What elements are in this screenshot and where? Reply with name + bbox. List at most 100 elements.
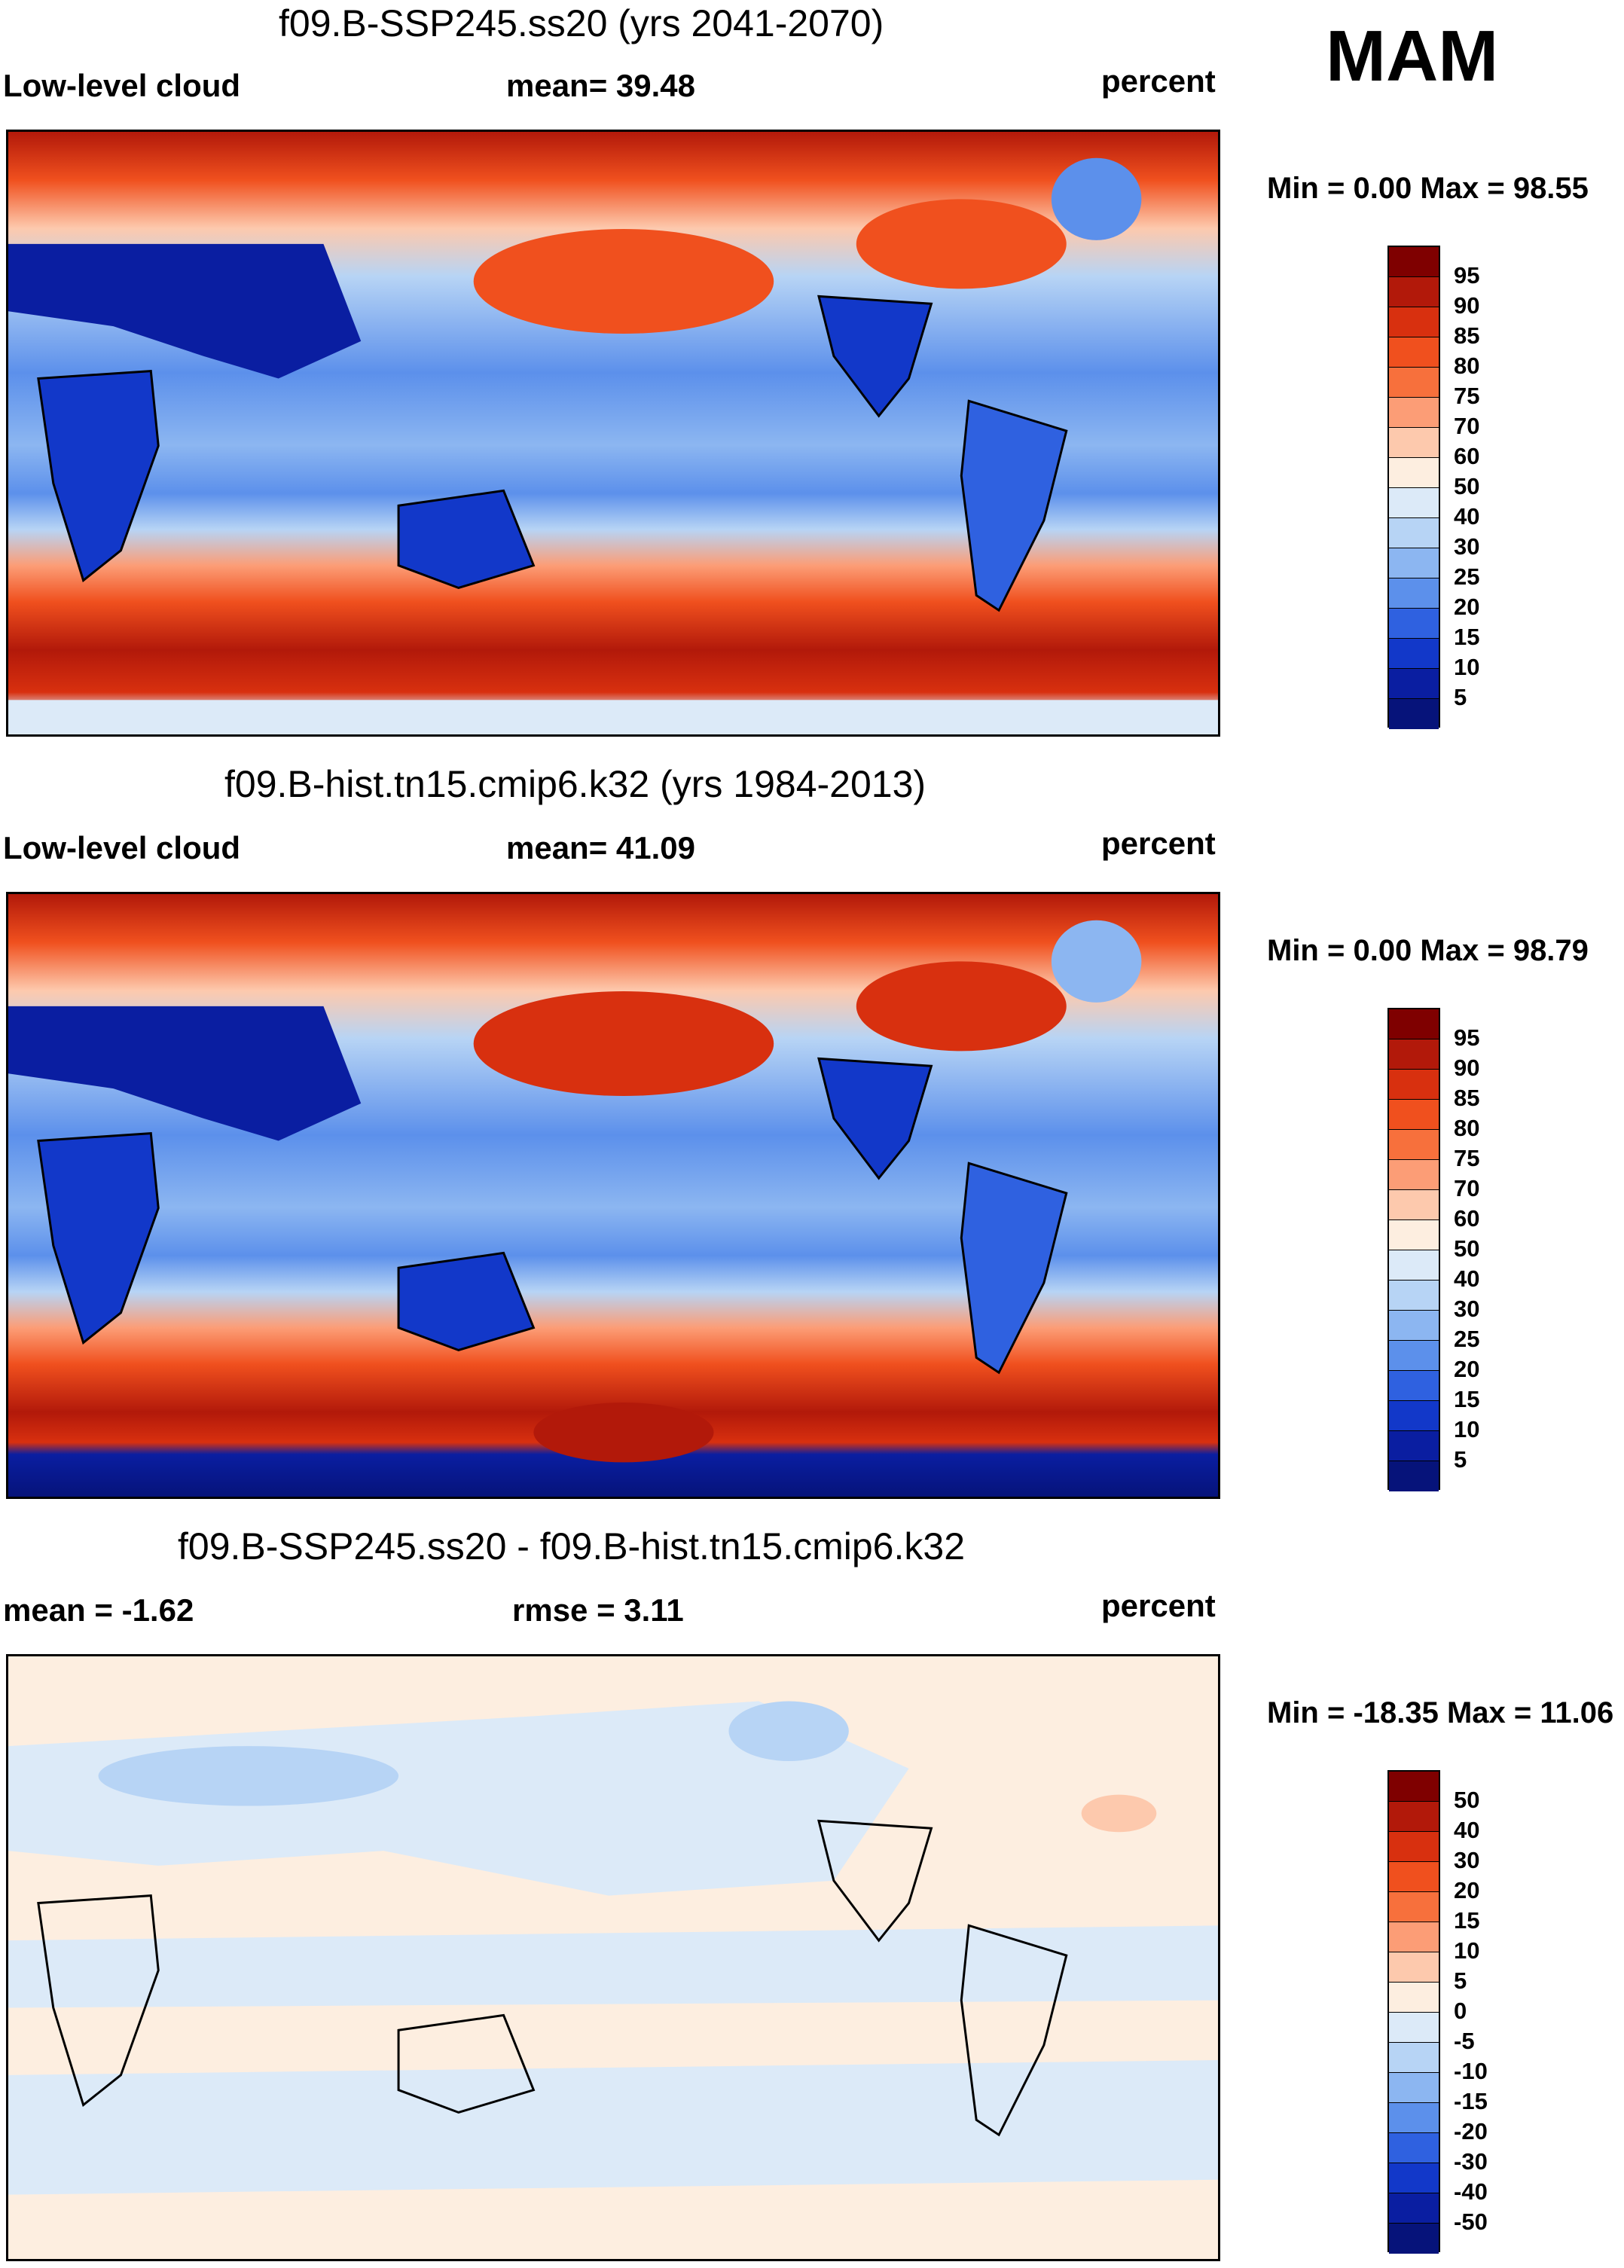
- colorbar-swatch: [1389, 1160, 1439, 1190]
- colorbar-swatch: [1389, 1220, 1439, 1250]
- colorbar-swatch: [1389, 337, 1439, 368]
- colorbar-swatch: [1389, 277, 1439, 307]
- colorbar-tick-label: 15: [1454, 624, 1480, 650]
- colorbar-swatch: [1389, 639, 1439, 669]
- colorbar-tick-label: -10: [1454, 2058, 1488, 2084]
- colorbar-swatch: [1389, 1039, 1439, 1070]
- colorbar-swatch: [1389, 548, 1439, 578]
- colorbar-swatch: [1389, 669, 1439, 699]
- colorbar-tick-label: 0: [1454, 1998, 1467, 2024]
- colorbar-tick-label: 40: [1454, 1817, 1480, 1843]
- panel-3-units-label: percent: [1101, 1588, 1216, 1623]
- colorbar-swatch: [1389, 2163, 1439, 2193]
- panel-2-units-label: percent: [1101, 826, 1216, 861]
- colorbar-swatch: [1389, 1250, 1439, 1281]
- colorbar-swatch: [1389, 578, 1439, 609]
- colorbar-tick-label: 60: [1454, 443, 1480, 469]
- colorbar-swatch: [1389, 2193, 1439, 2224]
- colorbar-tick-label: 85: [1454, 322, 1480, 349]
- colorbar-tick-label: 5: [1454, 1967, 1467, 1994]
- colorbar-swatch: [1389, 1802, 1439, 1832]
- colorbar-tick-label: 15: [1454, 1386, 1480, 1412]
- colorbar-tick-label: 75: [1454, 1145, 1480, 1171]
- colorbar-tick-label: 50: [1454, 1235, 1480, 1262]
- panel-3-rmse-label: rmse = 3.11: [512, 1592, 684, 1628]
- colorbar-tick-label: 95: [1454, 1024, 1480, 1051]
- colorbar-tick-label: 25: [1454, 1326, 1480, 1352]
- colorbar-swatch: [1389, 1983, 1439, 2013]
- colorbar-tick-label: -50: [1454, 2208, 1488, 2235]
- colorbar-swatch: [1389, 1341, 1439, 1371]
- colorbar-swatch: [1389, 1100, 1439, 1130]
- panel-1-variable-label: Low-level cloud: [3, 68, 241, 103]
- colorbar-tick-label: 10: [1454, 1416, 1480, 1442]
- panel-3-minmax: Min = -18.35 Max = 11.06: [1267, 1696, 1614, 1729]
- colorbar-swatch: [1389, 1772, 1439, 1802]
- colorbar-swatch: [1389, 398, 1439, 428]
- colorbar-tick-label: 60: [1454, 1205, 1480, 1232]
- panel-2-minmax: Min = 0.00 Max = 98.79: [1267, 934, 1589, 967]
- panel-3-mean-label: mean = -1.62: [3, 1592, 194, 1628]
- colorbar-swatch: [1389, 307, 1439, 337]
- colorbar-swatch: [1389, 1862, 1439, 1892]
- panel-1-title: f09.B-SSP245.ss20 (yrs 2041-2070): [279, 2, 884, 44]
- panel-3-map: [6, 1654, 1220, 2261]
- colorbar-swatch: [1389, 1832, 1439, 1862]
- colorbar-tick-label: 95: [1454, 262, 1480, 288]
- colorbar-tick-label: 80: [1454, 1115, 1480, 1141]
- colorbar-tick-label: 85: [1454, 1085, 1480, 1111]
- panel-3-colorbar: [1387, 1770, 1440, 2254]
- colorbar-swatch: [1389, 1461, 1439, 1491]
- season-label: MAM: [1326, 16, 1499, 96]
- colorbar-tick-label: -5: [1454, 2028, 1475, 2054]
- colorbar-swatch: [1389, 2073, 1439, 2103]
- colorbar-tick-label: -15: [1454, 2088, 1488, 2114]
- panel-3-title: f09.B-SSP245.ss20 - f09.B-hist.tn15.cmip…: [178, 1525, 965, 1567]
- colorbar-swatch: [1389, 699, 1439, 729]
- colorbar-tick-label: 30: [1454, 1847, 1480, 1873]
- colorbar-tick-label: 70: [1454, 413, 1480, 439]
- colorbar-swatch: [1389, 428, 1439, 458]
- colorbar-tick-label: 90: [1454, 1055, 1480, 1081]
- colorbar-swatch: [1389, 458, 1439, 488]
- colorbar-tick-label: 20: [1454, 594, 1480, 620]
- colorbar-tick-label: 40: [1454, 503, 1480, 530]
- colorbar-swatch: [1389, 1922, 1439, 1952]
- panel-1-minmax: Min = 0.00 Max = 98.55: [1267, 172, 1589, 205]
- colorbar-tick-label: 75: [1454, 383, 1480, 409]
- colorbar-swatch: [1389, 1070, 1439, 1100]
- colorbar-swatch: [1389, 609, 1439, 639]
- panel-2-variable-label: Low-level cloud: [3, 830, 241, 865]
- colorbar-tick-label: 5: [1454, 1446, 1467, 1473]
- colorbar-swatch: [1389, 1431, 1439, 1461]
- colorbar-tick-label: 15: [1454, 1907, 1480, 1934]
- colorbar-tick-label: -40: [1454, 2178, 1488, 2205]
- colorbar-tick-label: 10: [1454, 1937, 1480, 1964]
- colorbar-swatch: [1389, 1190, 1439, 1220]
- colorbar-tick-label: 20: [1454, 1877, 1480, 1903]
- colorbar-tick-label: -30: [1454, 2148, 1488, 2175]
- colorbar-swatch: [1389, 1952, 1439, 1983]
- colorbar-tick-label: 50: [1454, 1787, 1480, 1813]
- colorbar-swatch: [1389, 368, 1439, 398]
- panel-1-map: [6, 130, 1220, 737]
- panel-2-mean-label: mean= 41.09: [506, 830, 696, 865]
- panel-1-units-label: percent: [1101, 63, 1216, 99]
- colorbar-swatch: [1389, 1009, 1439, 1039]
- colorbar-swatch: [1389, 2103, 1439, 2133]
- colorbar-swatch: [1389, 247, 1439, 277]
- colorbar-swatch: [1389, 2133, 1439, 2163]
- colorbar-tick-label: 70: [1454, 1175, 1480, 1201]
- colorbar-swatch: [1389, 488, 1439, 518]
- colorbar-tick-label: 20: [1454, 1356, 1480, 1382]
- colorbar-swatch: [1389, 518, 1439, 548]
- colorbar-tick-label: 25: [1454, 563, 1480, 590]
- colorbar-swatch: [1389, 1281, 1439, 1311]
- colorbar-tick-label: 90: [1454, 292, 1480, 319]
- colorbar-swatch: [1389, 2013, 1439, 2043]
- colorbar-tick-label: 10: [1454, 654, 1480, 680]
- colorbar-tick-label: 80: [1454, 353, 1480, 379]
- panel-2-title: f09.B-hist.tn15.cmip6.k32 (yrs 1984-2013…: [224, 763, 926, 805]
- colorbar-swatch: [1389, 1130, 1439, 1160]
- panel-1-colorbar: [1387, 246, 1440, 729]
